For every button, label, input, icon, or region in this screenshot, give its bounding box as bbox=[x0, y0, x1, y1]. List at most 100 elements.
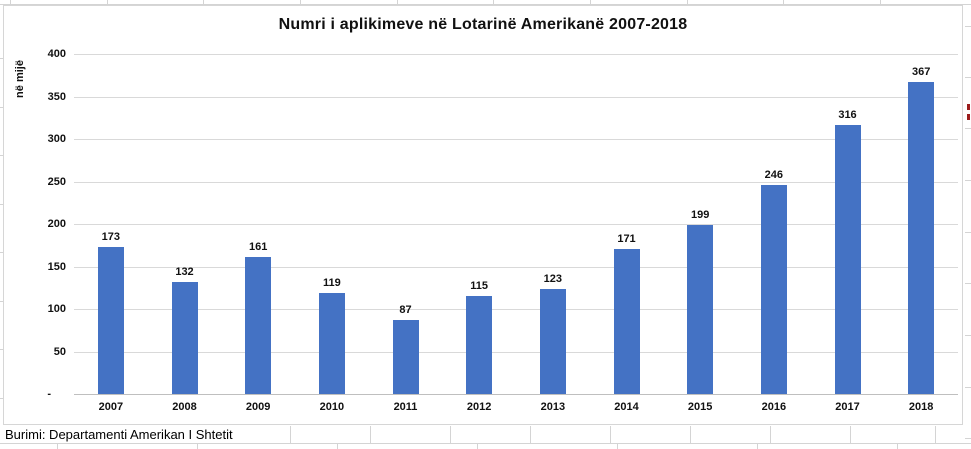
annotation-mark bbox=[967, 104, 970, 110]
y-tick-label: 350 bbox=[47, 90, 66, 103]
y-tick-label: 150 bbox=[47, 260, 66, 273]
bar-2009[interactable] bbox=[245, 257, 272, 394]
sheet-gridline-stub bbox=[590, 0, 591, 4]
bar-2016[interactable] bbox=[760, 184, 787, 394]
bar-value-label: 87 bbox=[399, 304, 412, 317]
y-tick-label: 250 bbox=[47, 175, 66, 188]
bar-value-label: 132 bbox=[175, 265, 194, 278]
x-tick-label: 2007 bbox=[98, 401, 124, 413]
bar-2014[interactable] bbox=[613, 248, 640, 394]
chart-area[interactable]: Numri i aplikimeve në Lotarinë Amerikanë… bbox=[3, 5, 963, 425]
bar-value-label: 161 bbox=[248, 241, 268, 254]
sheet-gridline-stub bbox=[0, 58, 3, 59]
sheet-gridline-stub bbox=[0, 301, 3, 302]
sheet-gridline-stub bbox=[0, 4, 971, 5]
sheet-gridline-stub bbox=[397, 0, 398, 4]
bar-value-label: 173 bbox=[101, 230, 121, 243]
sheet-gridline-stub bbox=[0, 349, 3, 350]
sheet-gridline-stub bbox=[0, 443, 971, 444]
sheet-gridline-stub bbox=[0, 398, 3, 399]
sheet-gridline-stub bbox=[897, 443, 898, 449]
sheet-gridline-stub bbox=[197, 443, 198, 449]
sheet-gridline-stub bbox=[300, 0, 301, 4]
bar-value-label: 171 bbox=[617, 232, 636, 245]
sheet-gridline-stub bbox=[850, 426, 851, 443]
x-tick-label: 2012 bbox=[466, 401, 492, 413]
bar-value-label: 246 bbox=[764, 168, 784, 181]
bar-2012[interactable] bbox=[466, 296, 493, 394]
bar-value-label: 115 bbox=[470, 280, 489, 293]
sheet-gridline-stub bbox=[880, 0, 881, 4]
gridline bbox=[74, 266, 958, 268]
x-tick-label: 2014 bbox=[614, 401, 639, 413]
y-tick-label: 400 bbox=[47, 48, 66, 60]
sheet-gridline-stub bbox=[965, 387, 971, 388]
sheet-gridline-stub bbox=[10, 0, 11, 4]
gridline bbox=[74, 181, 958, 183]
sheet-gridline-stub bbox=[610, 426, 611, 443]
sheet-gridline-stub bbox=[965, 335, 971, 336]
sheet-gridline-stub bbox=[203, 0, 204, 4]
sheet-gridline-stub bbox=[687, 0, 688, 4]
bar-2007[interactable] bbox=[97, 246, 124, 394]
bar-2011[interactable] bbox=[392, 320, 419, 394]
gridline bbox=[74, 224, 958, 225]
sheet-gridline-stub bbox=[0, 252, 3, 253]
sheet-gridline-stub bbox=[450, 426, 451, 443]
gridline bbox=[74, 309, 958, 310]
gridline bbox=[74, 54, 958, 55]
chart-title: Numri i aplikimeve në Lotarinë Amerikanë… bbox=[278, 16, 688, 33]
bar-value-label: 199 bbox=[690, 208, 710, 221]
bar-value-label: 367 bbox=[911, 66, 931, 79]
sheet-gridline-stub bbox=[965, 77, 971, 78]
sheet-gridline-stub bbox=[337, 443, 338, 449]
source-note-cell[interactable]: Burimi: Departamenti Amerikan I Shtetit bbox=[0, 426, 971, 443]
sheet-gridline-stub bbox=[370, 426, 371, 443]
y-tick-label: - bbox=[47, 388, 51, 400]
sheet-gridline-stub bbox=[57, 443, 58, 449]
bar-2018[interactable] bbox=[908, 82, 935, 394]
bar-2015[interactable] bbox=[687, 224, 714, 394]
gridline bbox=[74, 96, 958, 98]
sheet-gridline-stub bbox=[770, 426, 771, 443]
x-tick-label: 2016 bbox=[761, 401, 787, 413]
bar-2010[interactable] bbox=[318, 292, 345, 394]
x-tick-label: 2008 bbox=[172, 401, 197, 413]
x-tick-label: 2018 bbox=[908, 401, 934, 413]
sheet-gridline-stub bbox=[0, 155, 3, 156]
sheet-gridline-stub bbox=[965, 128, 971, 129]
bar-2017[interactable] bbox=[834, 125, 861, 394]
sheet-gridline-stub bbox=[290, 426, 291, 443]
sheet-gridline-stub bbox=[107, 0, 108, 4]
plot-area: 173 132 161 119 87 115 123 171 199 246 316 367 bbox=[74, 54, 958, 395]
sheet-gridline-stub bbox=[477, 443, 478, 449]
x-tick-label: 2015 bbox=[687, 401, 713, 413]
gridline bbox=[74, 139, 958, 140]
bar-2013[interactable] bbox=[539, 289, 566, 394]
x-tick-label: 2011 bbox=[393, 401, 418, 413]
sheet-gridline-stub bbox=[530, 426, 531, 443]
y-tick-label: 300 bbox=[47, 133, 66, 145]
y-tick-label: 50 bbox=[53, 345, 66, 358]
bar-2008[interactable] bbox=[171, 281, 198, 394]
sheet-gridline-stub bbox=[690, 426, 691, 443]
sheet-gridline-stub bbox=[935, 426, 936, 443]
sheet-gridline-stub bbox=[0, 107, 3, 108]
gridline bbox=[74, 351, 958, 353]
sheet-gridline-stub bbox=[965, 283, 971, 284]
sheet-gridline-stub bbox=[965, 438, 971, 439]
x-tick-label: 2013 bbox=[540, 401, 566, 413]
sheet-gridline-stub bbox=[617, 443, 618, 449]
bar-value-label: 316 bbox=[838, 109, 857, 122]
sheet-gridline-stub bbox=[493, 0, 494, 4]
sheet-gridline-stub bbox=[965, 232, 971, 233]
x-tick-label: 2017 bbox=[835, 401, 860, 413]
sheet-gridline-stub bbox=[965, 26, 971, 27]
x-tick-label: 2010 bbox=[319, 401, 345, 413]
annotation-mark bbox=[967, 114, 970, 120]
bar-value-label: 123 bbox=[543, 273, 563, 286]
sheet-gridline-stub bbox=[965, 180, 971, 181]
x-tick-label: 2009 bbox=[245, 401, 271, 413]
y-tick-label: 200 bbox=[47, 218, 66, 230]
